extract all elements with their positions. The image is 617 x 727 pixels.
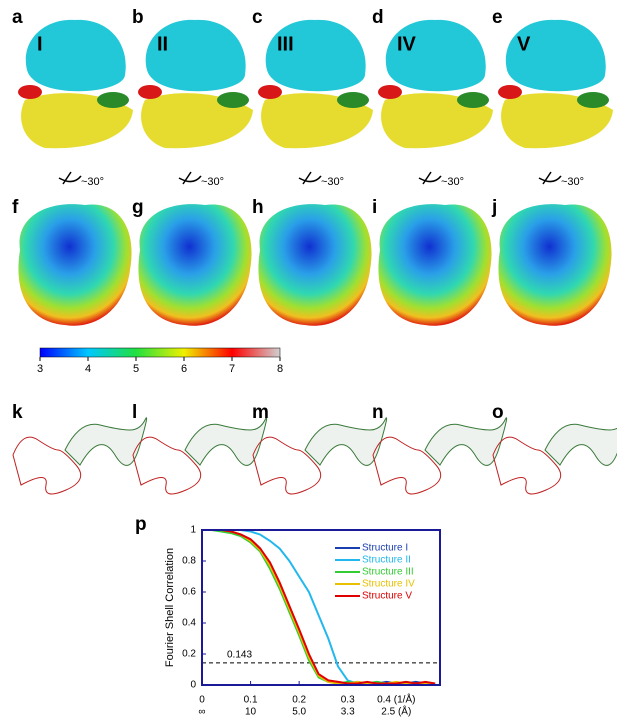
state-label: IV bbox=[397, 33, 417, 55]
rotation-label: ~30° bbox=[201, 176, 224, 188]
model-green bbox=[424, 417, 508, 466]
local-resolution-map bbox=[258, 204, 372, 326]
panel-label: e bbox=[492, 7, 503, 28]
x-tick-label: 0.3 bbox=[341, 695, 355, 706]
panel-label: p bbox=[135, 514, 147, 535]
resolution-label: 3.3 bbox=[341, 707, 355, 718]
x-tick-label: 0 bbox=[199, 695, 205, 706]
density-green bbox=[457, 92, 489, 108]
density-cyan bbox=[505, 19, 606, 92]
x-tick-label: 0.1 bbox=[244, 695, 258, 706]
legend-label: Structure III bbox=[362, 567, 414, 578]
panel-label: d bbox=[372, 7, 384, 28]
model-green bbox=[184, 417, 268, 466]
panel-label: o bbox=[492, 402, 504, 423]
density-cyan bbox=[25, 19, 126, 92]
density-cyan bbox=[265, 19, 366, 92]
density-green bbox=[337, 92, 369, 108]
model-red bbox=[252, 436, 322, 495]
density-cyan bbox=[145, 19, 246, 92]
density-green bbox=[217, 92, 249, 108]
resolution-label: 5.0 bbox=[292, 707, 306, 718]
density-green bbox=[577, 92, 609, 108]
panel-label: i bbox=[372, 197, 377, 218]
model-red bbox=[132, 436, 202, 495]
density-cyan bbox=[385, 19, 486, 92]
rotation-label: ~30° bbox=[561, 176, 584, 188]
density-red bbox=[18, 85, 42, 99]
colorbar-tick-label: 8 bbox=[277, 363, 283, 375]
panel-label: m bbox=[252, 402, 269, 423]
local-resolution-map bbox=[138, 204, 252, 326]
local-resolution-map bbox=[378, 204, 492, 326]
model-green bbox=[544, 423, 617, 466]
panel-label: j bbox=[491, 197, 497, 218]
state-label: II bbox=[157, 33, 168, 55]
x-tick-label: 0.2 bbox=[292, 695, 306, 706]
model-red bbox=[372, 436, 442, 495]
legend-label: Structure V bbox=[362, 591, 412, 602]
y-tick-label: 0.2 bbox=[182, 649, 196, 660]
resolution-label: 10 bbox=[245, 707, 257, 718]
state-label: III bbox=[277, 33, 294, 55]
panel-label: f bbox=[12, 197, 19, 218]
panel-label: n bbox=[372, 402, 384, 423]
colorbar-tick-label: 5 bbox=[133, 363, 139, 375]
panel-label: g bbox=[132, 197, 144, 218]
resolution-label: 2.5 (Å) bbox=[381, 705, 411, 718]
rotation-icon bbox=[418, 171, 442, 185]
rotation-label: ~30° bbox=[441, 176, 464, 188]
panel-label: l bbox=[132, 402, 137, 423]
rotation-icon bbox=[58, 171, 82, 185]
panel-label: k bbox=[12, 402, 23, 423]
fsc-curve bbox=[202, 529, 436, 685]
plot-frame bbox=[201, 529, 441, 686]
colorbar-tick-label: 6 bbox=[181, 363, 187, 375]
legend-label: Structure IV bbox=[362, 579, 415, 590]
y-tick-label: 0.4 bbox=[182, 618, 196, 629]
rotation-icon bbox=[298, 171, 322, 185]
density-green bbox=[97, 92, 129, 108]
local-resolution-map bbox=[18, 204, 132, 326]
model-green bbox=[304, 417, 388, 466]
colorbar-tick-label: 3 bbox=[37, 363, 43, 375]
threshold-label: 0.143 bbox=[227, 649, 252, 660]
y-tick-label: 0.6 bbox=[182, 587, 196, 598]
panel-label: b bbox=[132, 7, 144, 28]
rotation-icon bbox=[178, 171, 202, 185]
density-red bbox=[258, 85, 282, 99]
y-tick-label: 0.8 bbox=[182, 556, 196, 567]
local-resolution-map bbox=[498, 204, 612, 326]
state-label: V bbox=[517, 33, 531, 55]
state-label: I bbox=[37, 33, 43, 55]
legend-label: Structure II bbox=[362, 555, 411, 566]
rotation-icon bbox=[538, 171, 562, 185]
panel-label: h bbox=[252, 197, 264, 218]
colorbar-tick-label: 4 bbox=[85, 363, 91, 375]
rotation-label: ~30° bbox=[81, 176, 104, 188]
model-green bbox=[64, 417, 148, 466]
density-red bbox=[378, 85, 402, 99]
x-tick-label: 0.4 (1/Å) bbox=[377, 693, 415, 706]
model-red bbox=[492, 436, 562, 495]
resolution-label: ∞ bbox=[198, 707, 205, 718]
panel-label: c bbox=[252, 7, 263, 28]
y-axis-label: Fourier Shell Correlation bbox=[164, 548, 176, 667]
model-red bbox=[12, 436, 82, 495]
rotation-label: ~30° bbox=[321, 176, 344, 188]
y-tick-label: 0 bbox=[190, 680, 196, 691]
density-red bbox=[138, 85, 162, 99]
colorbar-tick-label: 7 bbox=[229, 363, 235, 375]
panel-label: a bbox=[12, 7, 23, 28]
colorbar bbox=[39, 347, 281, 358]
density-red bbox=[498, 85, 522, 99]
y-tick-label: 1 bbox=[190, 525, 196, 536]
legend-label: Structure I bbox=[362, 543, 408, 554]
